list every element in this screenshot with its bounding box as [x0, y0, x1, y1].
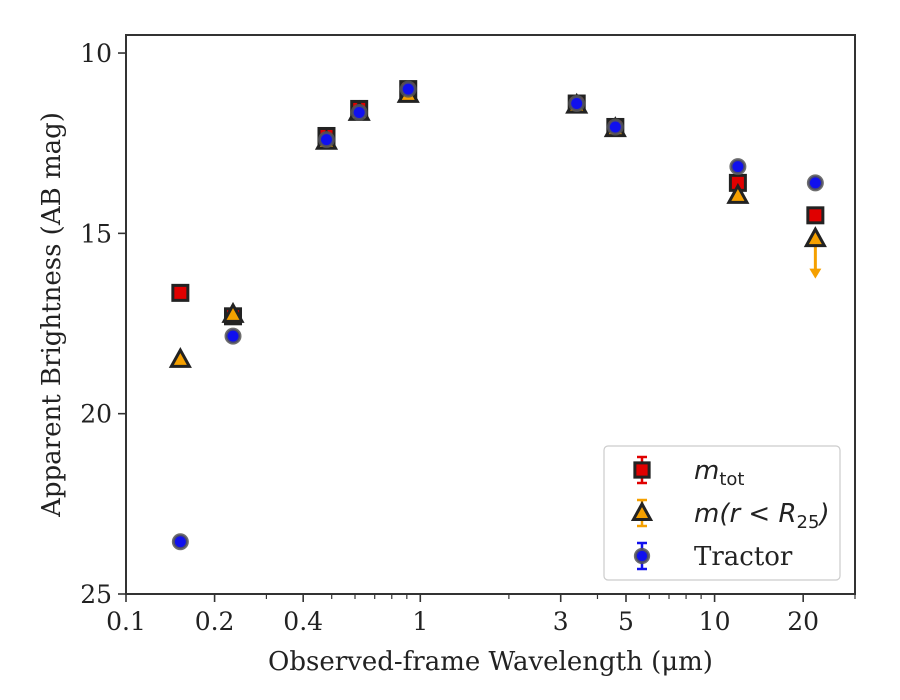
y-tick-label-0: 10 — [80, 39, 112, 68]
y-tick-label-1: 15 — [80, 219, 112, 248]
data-point-circle-7 — [729, 158, 747, 176]
data-point-square-0 — [171, 283, 190, 302]
y-axis-label: Apparent Brightness (AB mag) — [37, 112, 67, 518]
y-tick-label-3: 25 — [80, 580, 112, 609]
series-triangle — [168, 81, 827, 368]
data-point-triangle-0 — [168, 346, 192, 368]
legend-marker-2 — [633, 547, 651, 565]
data-point-triangle-8 — [803, 226, 827, 248]
plot-area — [168, 80, 827, 551]
legend: mtot m(r < R25) Tractor — [603, 445, 841, 581]
data-point-circle-5 — [568, 95, 586, 113]
x-tick-label-7: 20 — [787, 607, 819, 636]
legend-frame — [603, 445, 841, 581]
plot-frame — [125, 34, 856, 595]
data-point-circle-8 — [806, 174, 824, 192]
data-point-circle-2 — [317, 131, 335, 149]
data-point-circle-0 — [171, 533, 189, 551]
upper-limit-arrow-head — [809, 268, 822, 279]
x-tick-label-2: 0.4 — [283, 607, 323, 636]
legend-label-0: mtot — [694, 456, 744, 490]
data-point-square-8 — [806, 206, 825, 225]
x-tick-label-1: 0.2 — [195, 607, 235, 636]
x-tick-label-0: 0.1 — [106, 607, 146, 636]
data-point-triangle-7 — [726, 182, 750, 204]
axis-ticks: 0.1 0.2 0.4 1 3 5 10 20 10 15 20 25 — [80, 39, 856, 636]
data-point-circle-6 — [606, 118, 624, 136]
series-circle — [171, 80, 824, 551]
legend-marker-0 — [633, 461, 651, 479]
data-point-circle-3 — [350, 104, 368, 122]
x-tick-label-4: 3 — [553, 607, 569, 636]
x-tick-label-6: 10 — [699, 607, 731, 636]
legend-label-2: Tractor — [694, 542, 793, 572]
data-point-circle-1 — [224, 327, 242, 345]
legend-label-1: m(r < R25) — [694, 499, 830, 533]
data-point-triangle-1 — [221, 301, 245, 323]
x-tick-label-5: 5 — [618, 607, 634, 636]
x-axis-label: Observed-frame Wavelength (μm) — [268, 647, 713, 677]
series-square — [171, 80, 825, 326]
legend-marker-1 — [630, 500, 654, 521]
data-point-circle-4 — [399, 80, 417, 98]
x-tick-label-3: 1 — [412, 607, 428, 636]
y-tick-label-2: 20 — [80, 400, 112, 429]
